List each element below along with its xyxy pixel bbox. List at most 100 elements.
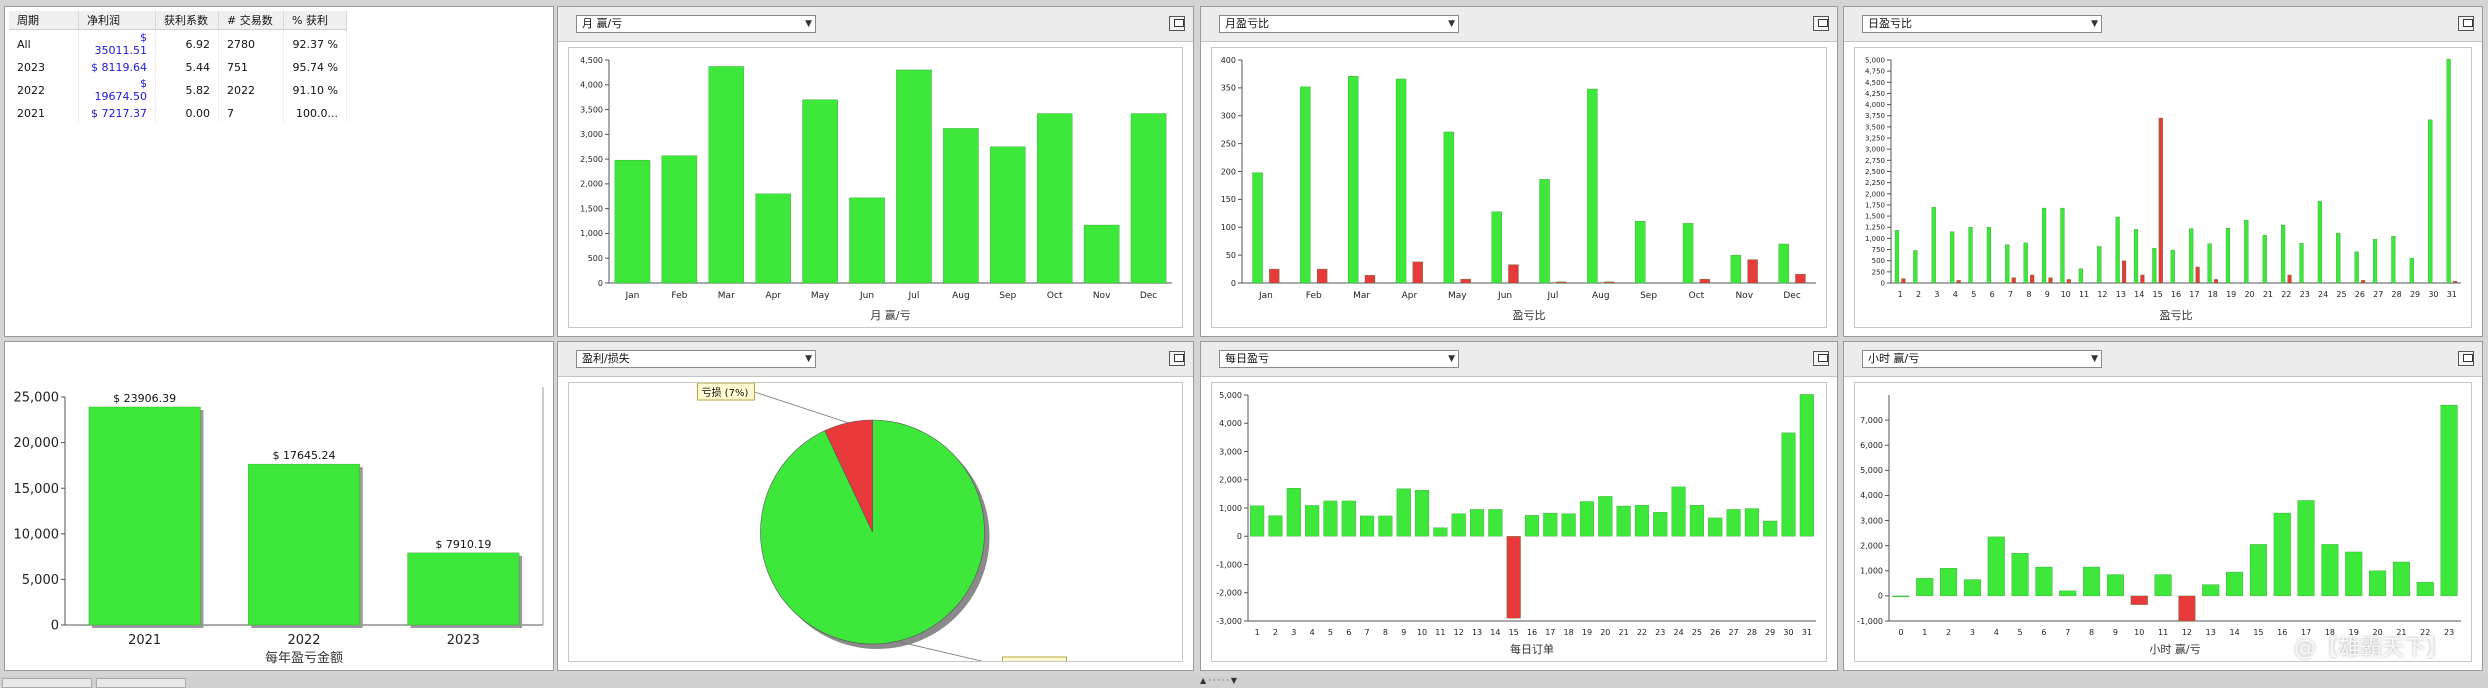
bar[interactable] bbox=[1250, 505, 1265, 537]
bar[interactable] bbox=[1987, 536, 2005, 597]
bar[interactable] bbox=[2273, 512, 2291, 597]
bar[interactable] bbox=[1412, 261, 1423, 284]
bar[interactable] bbox=[2446, 58, 2451, 284]
bar[interactable] bbox=[1269, 268, 1280, 284]
bar[interactable] bbox=[2030, 274, 2035, 284]
bar[interactable] bbox=[1539, 179, 1550, 284]
bar[interactable] bbox=[2321, 544, 2339, 597]
bar[interactable] bbox=[1508, 264, 1519, 284]
bar[interactable] bbox=[1491, 211, 1502, 284]
bar[interactable] bbox=[1634, 505, 1649, 537]
bar[interactable] bbox=[2369, 570, 2387, 597]
bar[interactable] bbox=[1940, 568, 1958, 597]
bar[interactable] bbox=[1986, 227, 1991, 284]
bar[interactable] bbox=[1901, 278, 1906, 284]
bar[interactable] bbox=[2130, 595, 2148, 605]
bar[interactable] bbox=[1433, 527, 1448, 537]
bar[interactable] bbox=[1950, 231, 1955, 284]
bar[interactable] bbox=[2158, 117, 2163, 284]
table-row[interactable]: All $ 35011.51 6.92 2780 92.37 % bbox=[9, 29, 347, 58]
bar[interactable] bbox=[1956, 280, 1961, 284]
col-profit-factor[interactable]: 获利系数 bbox=[155, 11, 219, 30]
bar[interactable] bbox=[2372, 239, 2378, 284]
popout-window-icon[interactable] bbox=[1169, 351, 1185, 366]
table-row[interactable]: 2021 $ 7217.37 0.00 7 100.0... bbox=[9, 104, 347, 122]
bar[interactable] bbox=[2106, 574, 2124, 597]
bar[interactable] bbox=[1341, 500, 1356, 537]
splitter-grip-icon[interactable]: ▲·····▼ bbox=[1200, 676, 1240, 685]
bar[interactable] bbox=[1364, 275, 1376, 284]
bar[interactable] bbox=[2287, 274, 2292, 284]
bar[interactable] bbox=[2189, 228, 2194, 284]
bar[interactable] bbox=[849, 197, 885, 284]
bar[interactable] bbox=[1360, 515, 1375, 537]
bar[interactable] bbox=[661, 155, 698, 284]
bar[interactable] bbox=[2361, 280, 2366, 284]
bar[interactable] bbox=[2213, 279, 2219, 284]
bar[interactable] bbox=[1763, 520, 1778, 537]
table-row[interactable]: 2022 $ 19674.50 5.82 2022 91.10 % bbox=[9, 76, 347, 104]
bar[interactable] bbox=[708, 66, 745, 284]
chart-selector-dropdown[interactable]: 盈利/损失 ▼ bbox=[576, 350, 816, 368]
bar[interactable] bbox=[1579, 501, 1594, 537]
bar[interactable] bbox=[2152, 248, 2157, 284]
bar[interactable] bbox=[2299, 243, 2304, 284]
bar[interactable] bbox=[2225, 227, 2231, 284]
bar[interactable] bbox=[2317, 201, 2322, 284]
bar[interactable] bbox=[896, 69, 932, 284]
bar[interactable] bbox=[2041, 207, 2047, 284]
pie-slice[interactable] bbox=[824, 419, 873, 533]
bar[interactable] bbox=[2011, 553, 2029, 597]
bar[interactable] bbox=[1968, 227, 1973, 284]
bar[interactable] bbox=[1587, 88, 1598, 284]
bar[interactable] bbox=[2452, 281, 2458, 284]
bar[interactable] bbox=[1916, 578, 1934, 597]
bar[interactable] bbox=[2035, 566, 2053, 597]
bar[interactable] bbox=[2281, 224, 2286, 284]
popout-window-icon[interactable] bbox=[2458, 16, 2474, 31]
bar[interactable] bbox=[1598, 496, 1613, 537]
bar[interactable] bbox=[1252, 172, 1263, 284]
bar[interactable] bbox=[2392, 561, 2410, 597]
bar[interactable] bbox=[1556, 281, 1567, 284]
bar[interactable] bbox=[1451, 513, 1466, 537]
bar[interactable] bbox=[2428, 119, 2433, 284]
bar[interactable] bbox=[1506, 536, 1521, 619]
bar[interactable] bbox=[2354, 251, 2359, 284]
bar[interactable] bbox=[2409, 257, 2414, 284]
col-trade-count[interactable]: # 交易数 bbox=[218, 11, 284, 30]
bar[interactable] bbox=[2178, 595, 2196, 622]
bar[interactable] bbox=[1781, 432, 1796, 537]
bar[interactable] bbox=[1415, 490, 1430, 537]
bar[interactable] bbox=[2416, 581, 2434, 597]
bar[interactable] bbox=[1892, 595, 1910, 598]
popout-window-icon[interactable] bbox=[1813, 16, 1829, 31]
bar[interactable] bbox=[2133, 229, 2139, 284]
bar[interactable] bbox=[2011, 277, 2016, 284]
bar[interactable] bbox=[2097, 246, 2102, 284]
bar[interactable] bbox=[2345, 551, 2363, 597]
bar[interactable] bbox=[1470, 509, 1485, 537]
bar[interactable] bbox=[2336, 232, 2341, 284]
bar[interactable] bbox=[1305, 505, 1320, 537]
bar[interactable] bbox=[1443, 131, 1455, 284]
chart-selector-dropdown[interactable]: 月盈亏比 ▼ bbox=[1219, 15, 1459, 33]
bar[interactable] bbox=[88, 406, 201, 626]
bar[interactable] bbox=[1778, 243, 1789, 284]
bar[interactable] bbox=[1300, 86, 1311, 284]
bar[interactable] bbox=[1689, 505, 1704, 537]
bar[interactable] bbox=[1795, 273, 1806, 284]
bar[interactable] bbox=[1316, 268, 1328, 284]
chart-selector-dropdown[interactable]: 日盈亏比 ▼ bbox=[1862, 15, 2102, 33]
bar[interactable] bbox=[2083, 566, 2101, 597]
col-net-profit[interactable]: 净利润 bbox=[78, 11, 156, 30]
bar[interactable] bbox=[943, 128, 979, 284]
bottom-tab[interactable] bbox=[96, 678, 186, 688]
bar[interactable] bbox=[1730, 254, 1742, 284]
bar[interactable] bbox=[2048, 277, 2053, 284]
bar[interactable] bbox=[1036, 113, 1073, 284]
bar[interactable] bbox=[2207, 243, 2212, 284]
bar[interactable] bbox=[1460, 278, 1471, 284]
bar[interactable] bbox=[1699, 278, 1710, 284]
bar[interactable] bbox=[1561, 513, 1576, 537]
